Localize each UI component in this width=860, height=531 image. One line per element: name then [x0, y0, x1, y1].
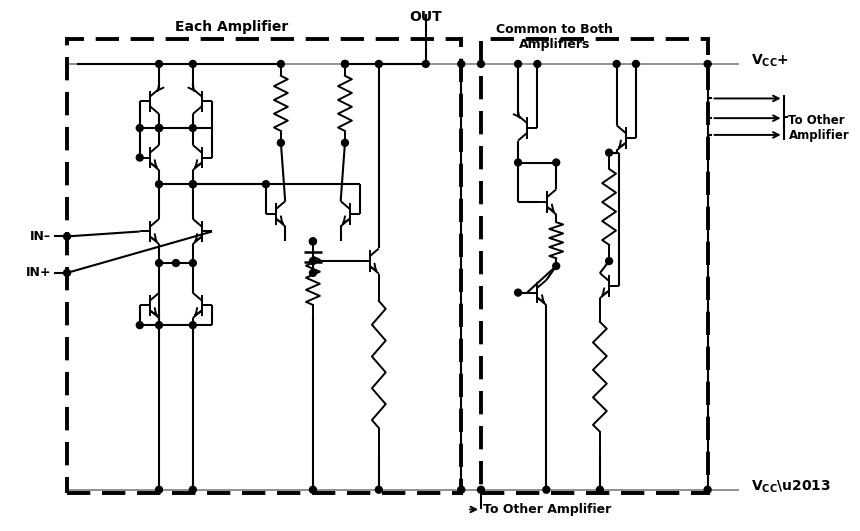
- Circle shape: [173, 260, 180, 267]
- Circle shape: [341, 61, 348, 67]
- Circle shape: [278, 61, 285, 67]
- Circle shape: [156, 260, 163, 267]
- Circle shape: [156, 125, 163, 132]
- Text: To Other Amplifier: To Other Amplifier: [483, 503, 611, 516]
- Circle shape: [156, 322, 163, 329]
- Circle shape: [597, 486, 604, 493]
- Circle shape: [704, 486, 711, 493]
- Circle shape: [422, 61, 429, 67]
- Text: To Other
Amplifier: To Other Amplifier: [789, 114, 849, 142]
- Circle shape: [310, 238, 316, 245]
- Circle shape: [156, 181, 163, 187]
- Circle shape: [64, 233, 71, 240]
- Circle shape: [310, 258, 316, 264]
- Circle shape: [458, 486, 464, 493]
- Circle shape: [514, 61, 521, 67]
- Circle shape: [632, 61, 639, 67]
- Circle shape: [553, 159, 560, 166]
- Circle shape: [553, 262, 560, 269]
- Circle shape: [156, 486, 163, 493]
- Circle shape: [278, 139, 285, 146]
- Circle shape: [341, 61, 348, 67]
- Circle shape: [375, 61, 382, 67]
- Circle shape: [514, 159, 521, 166]
- Circle shape: [310, 238, 316, 245]
- Circle shape: [136, 154, 144, 161]
- Circle shape: [64, 269, 71, 276]
- Circle shape: [534, 61, 541, 67]
- Circle shape: [262, 181, 269, 187]
- Text: $\mathregular{V_{CC}}$+: $\mathregular{V_{CC}}$+: [751, 53, 789, 69]
- Text: $\mathregular{V_{CC}}$\u2013: $\mathregular{V_{CC}}$\u2013: [751, 478, 831, 495]
- Circle shape: [189, 125, 196, 132]
- Circle shape: [514, 289, 521, 296]
- Circle shape: [458, 61, 464, 67]
- Circle shape: [189, 260, 196, 267]
- Circle shape: [156, 61, 163, 67]
- Circle shape: [189, 61, 196, 67]
- Circle shape: [136, 125, 144, 132]
- Circle shape: [189, 181, 196, 187]
- Text: IN+: IN+: [26, 267, 52, 279]
- Circle shape: [310, 486, 316, 493]
- Circle shape: [310, 269, 316, 276]
- Circle shape: [704, 61, 711, 67]
- Circle shape: [543, 486, 550, 493]
- Circle shape: [477, 486, 484, 493]
- Circle shape: [189, 181, 196, 187]
- Text: Each Amplifier: Each Amplifier: [175, 21, 288, 35]
- Text: IN–: IN–: [30, 230, 52, 243]
- Text: OUT: OUT: [409, 10, 442, 24]
- Circle shape: [613, 61, 620, 67]
- Circle shape: [477, 61, 484, 67]
- Circle shape: [605, 149, 612, 156]
- Bar: [67, 39, 461, 493]
- Circle shape: [375, 486, 382, 493]
- Circle shape: [605, 258, 612, 264]
- Text: Common to Both
Amplifiers: Common to Both Amplifiers: [496, 23, 613, 52]
- Bar: [481, 39, 708, 493]
- Circle shape: [189, 486, 196, 493]
- Circle shape: [189, 322, 196, 329]
- Circle shape: [341, 139, 348, 146]
- Circle shape: [136, 322, 144, 329]
- Circle shape: [156, 125, 163, 132]
